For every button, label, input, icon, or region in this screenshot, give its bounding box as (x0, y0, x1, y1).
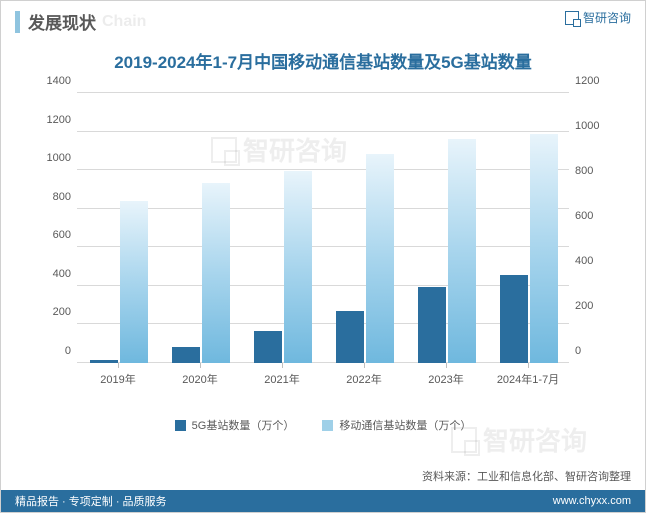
bar-group (417, 139, 477, 363)
chart-title: 2019-2024年1-7月中国移动通信基站数量及5G基站数量 (1, 48, 645, 73)
gridline (77, 362, 569, 363)
brand-logo: 智研咨询 (565, 9, 631, 26)
x-axis-label: 2020年 (182, 371, 217, 387)
brand-logo-icon (565, 11, 579, 25)
bar-group (499, 134, 559, 363)
legend-swatch (322, 420, 333, 431)
footer-left: 精品报告 · 专项定制 · 品质服务 (15, 493, 167, 509)
x-tick (282, 363, 283, 368)
y-axis-left-label: 1400 (37, 75, 71, 87)
x-tick (200, 363, 201, 368)
data-source: 资料来源：工业和信息化部、智研咨询整理 (422, 468, 631, 484)
bar-group (89, 201, 149, 363)
source-prefix: 资料来源： (422, 471, 477, 483)
x-tick (118, 363, 119, 368)
x-axis-label: 2019年 (100, 371, 135, 387)
brand-logo-text: 智研咨询 (583, 9, 631, 26)
y-axis-left-label: 400 (37, 268, 71, 280)
legend-item: 移动通信基站数量（万个） (322, 417, 471, 433)
bar-mobile (366, 154, 394, 363)
x-axis-label: 2024年1-7月 (497, 371, 559, 387)
bar-5g (172, 347, 200, 363)
gridline (77, 208, 569, 209)
x-axis-label: 2021年 (264, 371, 299, 387)
gridline (77, 285, 569, 286)
header-title: 发展现状 (28, 9, 96, 34)
y-axis-right-label: 1200 (575, 75, 609, 87)
gridline (77, 169, 569, 170)
y-axis-right-label: 400 (575, 255, 609, 267)
bar-mobile (120, 201, 148, 363)
bar-group (335, 154, 395, 363)
y-axis-right-label: 200 (575, 300, 609, 312)
y-axis-right-label: 1000 (575, 120, 609, 132)
footer: 精品报告 · 专项定制 · 品质服务 www.chyxx.com (1, 490, 645, 512)
footer-right: www.chyxx.com (553, 495, 631, 507)
chart: 0200400600800100012001400020040060080010… (31, 93, 615, 393)
bar-mobile (530, 134, 558, 363)
legend: 5G基站数量（万个） 移动通信基站数量（万个） (1, 417, 645, 434)
legend-label: 5G基站数量（万个） (192, 417, 295, 433)
header-subtitle: Chain (102, 13, 146, 31)
legend-swatch (175, 420, 186, 431)
bar-mobile (202, 183, 230, 363)
x-tick (364, 363, 365, 368)
y-axis-left-label: 600 (37, 229, 71, 241)
bar-mobile (448, 139, 476, 363)
y-axis-right-label: 800 (575, 165, 609, 177)
y-axis-left-label: 200 (37, 306, 71, 318)
header: 发展现状 Chain 智研咨询 (1, 1, 645, 38)
bar-5g (336, 311, 364, 363)
bar-5g (254, 331, 282, 363)
bar-group (171, 183, 231, 363)
x-tick (528, 363, 529, 368)
header-accent-bar (15, 11, 20, 33)
gridline (77, 92, 569, 93)
bar-group (253, 171, 313, 363)
y-axis-left-label: 0 (37, 345, 71, 357)
gridline (77, 323, 569, 324)
x-axis-label: 2022年 (346, 371, 381, 387)
x-axis-label: 2023年 (428, 371, 463, 387)
bar-5g (90, 360, 118, 363)
y-axis-right-label: 600 (575, 210, 609, 222)
y-axis-left-label: 800 (37, 191, 71, 203)
y-axis-left-label: 1000 (37, 152, 71, 164)
source-text: 工业和信息化部、智研咨询整理 (477, 471, 631, 483)
y-axis-right-label: 0 (575, 345, 609, 357)
plot-area: 0200400600800100012001400020040060080010… (77, 93, 569, 363)
bar-mobile (284, 171, 312, 363)
gridline (77, 131, 569, 132)
legend-label: 移动通信基站数量（万个） (339, 417, 471, 433)
bar-5g (418, 287, 446, 363)
legend-item: 5G基站数量（万个） (175, 417, 295, 433)
y-axis-left-label: 1200 (37, 114, 71, 126)
gridline (77, 246, 569, 247)
bar-5g (500, 275, 528, 363)
x-tick (446, 363, 447, 368)
